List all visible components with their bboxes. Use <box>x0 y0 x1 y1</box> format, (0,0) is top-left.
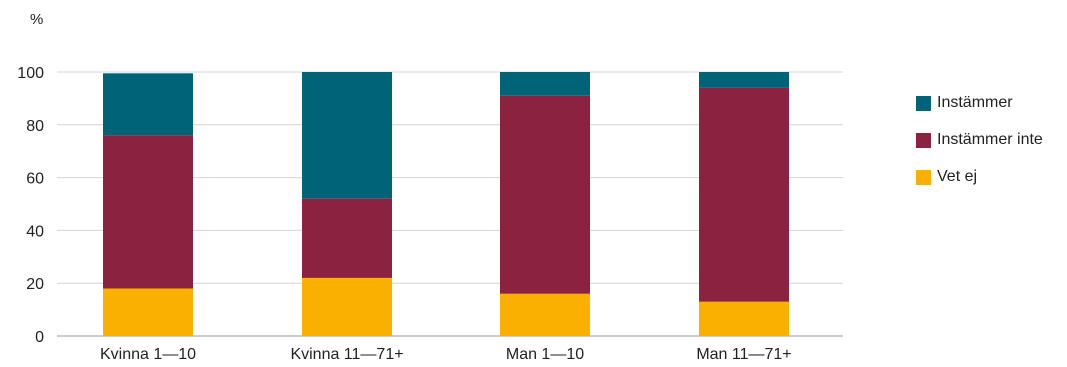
x-tick-label: Kvinna 11—71+ <box>290 346 403 363</box>
y-tick-label: 40 <box>26 223 44 240</box>
legend-item: Instämmer inte <box>916 128 1043 152</box>
bar-segment <box>500 95 590 294</box>
legend-item: Instämmer <box>916 91 1043 115</box>
x-tick-label: Man 11—71+ <box>696 346 791 363</box>
x-tick-label: Kvinna 1—10 <box>100 346 196 363</box>
y-tick-labels: 0 20 40 60 80 100 <box>17 65 44 346</box>
y-tick-label: 80 <box>26 118 44 135</box>
bar-segment <box>302 198 392 278</box>
y-tick-label: 100 <box>17 65 44 82</box>
bars <box>103 72 789 336</box>
bar-segment <box>103 288 193 336</box>
bar-segment <box>103 135 193 289</box>
legend-label: Vet ej <box>937 168 978 185</box>
x-tick-labels: Kvinna 1—10 Kvinna 11—71+ Man 1—10 Man 11—7… <box>100 346 792 363</box>
bar-segment <box>302 277 392 336</box>
bar-segment <box>302 72 392 199</box>
bar-segment <box>500 293 590 336</box>
y-tick-label: 20 <box>26 276 44 293</box>
legend-swatch <box>916 169 931 185</box>
x-tick-label: Man 1—10 <box>506 346 584 363</box>
bar-segment <box>103 73 193 136</box>
bar-segment <box>699 301 789 336</box>
y-tick-label: 0 <box>35 329 44 346</box>
y-axis-unit: % <box>30 11 43 28</box>
legend-item: Vet ej <box>916 165 1043 189</box>
y-tick-label: 60 <box>26 171 44 188</box>
bar-segment <box>500 72 590 96</box>
legend-label: Instämmer inte <box>937 131 1043 148</box>
legend-label: Instämmer <box>937 94 1013 111</box>
bar-segment <box>699 72 789 88</box>
bar-segment <box>699 87 789 302</box>
legend-swatch <box>916 95 931 111</box>
legend: Instämmer Instämmer inte Vet ej <box>916 91 1043 202</box>
legend-swatch <box>916 132 931 148</box>
